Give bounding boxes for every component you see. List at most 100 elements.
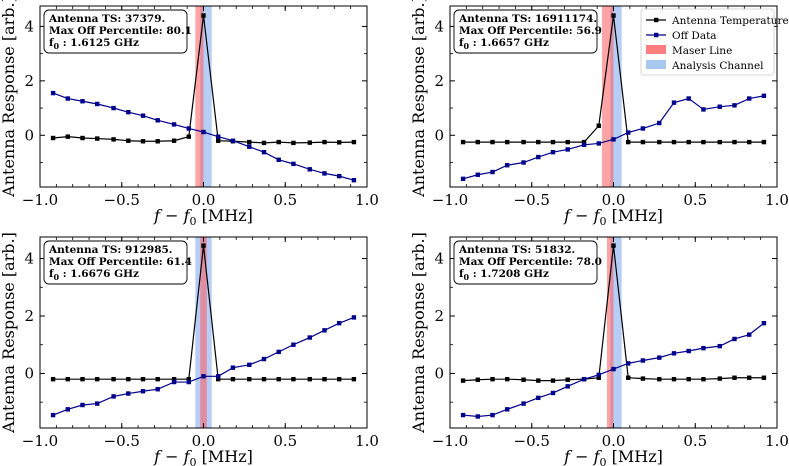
off-data-point: [155, 118, 160, 123]
off-data-point: [276, 157, 281, 162]
off-data-point: [126, 391, 131, 396]
annotation-max-off: Max Off Percentile: 78.0: [459, 256, 602, 268]
off-data-point: [171, 122, 177, 127]
x-tick-label: −1.0: [432, 432, 468, 450]
antenna-temperature-point: [747, 139, 752, 145]
x-tick-label: 0.5: [273, 432, 297, 450]
annotation-f-sub: 0: [464, 41, 470, 51]
maser-line-band: [606, 237, 614, 428]
off-data-point: [140, 389, 146, 394]
maser-line-band: [195, 6, 204, 187]
annotation-max-off: Max Off Percentile: 61.4: [49, 256, 192, 268]
antenna-temperature-point: [717, 139, 722, 145]
off-data-point: [732, 103, 737, 108]
off-data-point: [65, 96, 70, 101]
off-data-point: [717, 104, 722, 109]
antenna-temperature-point: [95, 376, 100, 382]
x-tick-label: 0.0: [192, 432, 216, 450]
off-data-point: [747, 96, 752, 101]
off-data-point: [611, 137, 616, 142]
off-data-point: [505, 407, 510, 412]
antenna-temperature-point: [640, 376, 646, 381]
x-tick-label: 1.0: [355, 191, 379, 209]
off-data-point: [50, 90, 56, 96]
off-data-point: [307, 335, 312, 340]
off-data-point: [126, 109, 131, 115]
annotation-f-value: : 1.6676 GHz: [59, 268, 139, 280]
off-data-point: [111, 105, 116, 111]
annotation-f: f: [49, 37, 55, 49]
annotation-f: f: [459, 268, 465, 280]
y-tick-label: 4: [434, 250, 444, 268]
antenna-temperature-point: [351, 139, 357, 145]
maser-line-band: [602, 6, 614, 187]
y-tick-label: 2: [24, 72, 34, 90]
off-data-point: [611, 366, 616, 372]
antenna-temperature-point: [611, 243, 616, 248]
x-axis-label-sub: 0: [190, 456, 197, 466]
antenna-temperature-point: [460, 378, 466, 383]
annotation-box: [453, 240, 598, 285]
off-data-point: [521, 401, 526, 406]
off-data-point: [581, 142, 587, 148]
antenna-temperature-point: [732, 375, 737, 380]
antenna-temperature-point: [671, 376, 677, 382]
antenna-temperature-point: [490, 139, 495, 145]
antenna-temperature-point: [276, 139, 281, 145]
antenna-temperature-point: [596, 375, 601, 380]
off-data-point: [565, 384, 570, 389]
off-data-point: [640, 126, 646, 131]
y-tick-label: 0: [24, 364, 34, 382]
off-data-point: [216, 134, 221, 139]
antenna-temperature-point: [80, 376, 85, 382]
antenna-temperature-point: [521, 139, 526, 145]
off-data-point: [322, 328, 327, 333]
legend-box: [640, 8, 775, 76]
x-axis-label: f − f0 [MHz]: [153, 206, 253, 228]
off-data-point: [581, 376, 587, 382]
x-tick-label: −1.0: [432, 191, 468, 209]
antenna-temperature-point: [247, 139, 252, 145]
antenna-temperature-point: [65, 134, 70, 139]
plot-area: [460, 237, 767, 428]
off-data-point: [747, 332, 752, 337]
x-axis-label: f − f0 [MHz]: [563, 206, 663, 228]
annotation-antenna-ts: Antenna TS: 37379.: [48, 13, 165, 25]
annotation-max-off: Max Off Percentile: 56.9: [459, 25, 602, 37]
off-data-point: [261, 356, 267, 362]
antenna-temperature-point: [322, 139, 327, 145]
antenna-temperature-point: [611, 13, 616, 18]
antenna-temperature-point: [80, 135, 85, 141]
x-tick-label: −0.5: [104, 432, 140, 450]
x-tick-label: −0.5: [514, 191, 550, 209]
y-axis-label: Antenna Response [arb.]: [409, 232, 428, 434]
annotation-f-value: : 1.6125 GHz: [59, 37, 139, 49]
x-axis-label-main: f − f: [563, 447, 603, 466]
antenna-temperature-point: [475, 139, 480, 145]
y-axis-label: Antenna Response [arb.]: [409, 0, 428, 198]
annotation-box: [453, 9, 598, 54]
y-tick-label: 2: [434, 307, 444, 325]
off-data-point: [65, 407, 70, 412]
off-data-point: [155, 387, 160, 392]
off-data-point: [626, 361, 631, 366]
y-tick-label: 0: [434, 126, 444, 144]
off-data-point: [50, 412, 56, 418]
off-data-point: [95, 101, 100, 107]
antenna-temperature-point: [717, 376, 722, 381]
x-tick-label: −0.5: [104, 191, 140, 209]
off-data-point: [640, 358, 646, 363]
off-data-point: [95, 401, 100, 406]
off-data-point: [565, 147, 570, 152]
off-data-point: [475, 172, 480, 177]
antenna-temperature-point: [565, 139, 570, 145]
antenna-temperature-point: [186, 376, 191, 382]
annotation-f-value: : 1.7208 GHz: [469, 268, 549, 280]
antenna-temperature-point: [307, 140, 312, 145]
analysis-channel-band: [610, 237, 622, 428]
antenna-temperature-point: [701, 376, 706, 382]
antenna-temperature-point: [140, 376, 146, 382]
off-data-point: [247, 144, 252, 149]
antenna-temperature-point: [536, 378, 541, 383]
